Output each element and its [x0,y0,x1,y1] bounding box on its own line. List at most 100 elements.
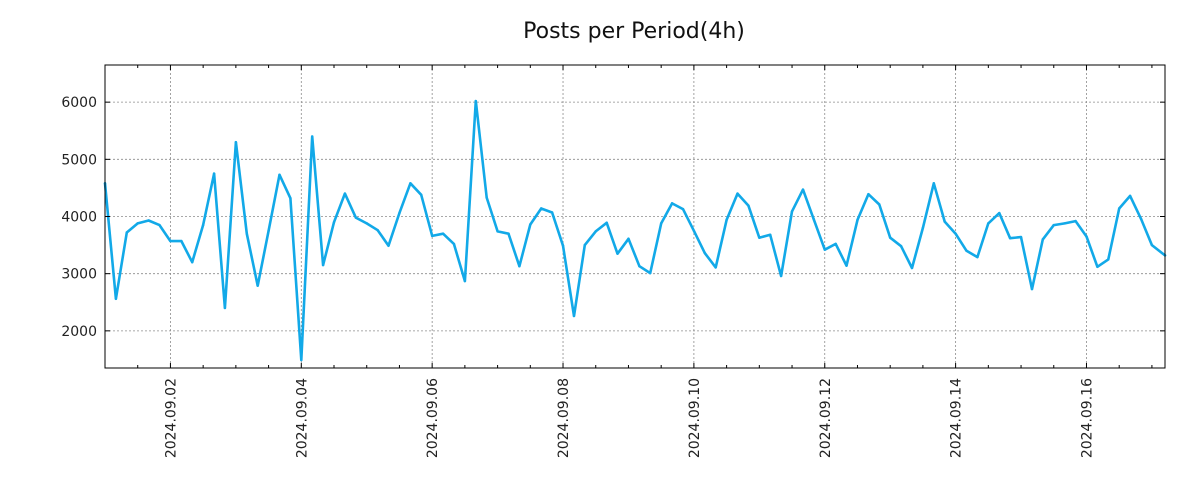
data-point [398,211,401,215]
data-point [321,263,325,267]
grid-layer [105,65,1165,368]
data-point [878,203,881,206]
data-point [703,251,707,255]
x-tick-label: 2024.09.02 [163,378,179,458]
y-tick-label: 6000 [61,95,97,111]
data-point [474,99,478,103]
data-point [594,230,597,233]
data-point [856,218,859,222]
data-point [289,197,292,200]
data-point [649,271,652,275]
data-point [670,202,674,205]
data-point [790,210,794,213]
data-point [1030,287,1034,291]
data-point [681,207,685,211]
data-point [278,173,281,176]
data-point [659,222,663,225]
data-point [888,236,892,239]
data-point [932,182,936,185]
data-point [1019,235,1023,239]
data-point [463,279,467,283]
data-point [616,252,619,255]
data-point [1085,235,1088,238]
data-point [976,255,979,259]
data-point [1041,238,1045,241]
data-point [387,244,390,247]
data-point [845,264,848,267]
data-point [779,274,783,278]
data-point [332,221,336,224]
data-point [605,221,608,224]
y-tick-label: 5000 [61,152,97,168]
data-point [256,284,259,287]
data-point [812,218,816,221]
data-point [420,193,423,196]
x-tick-label: 2024.09.12 [818,378,834,458]
data-point [1139,217,1143,220]
data-point [747,204,750,207]
data-point [365,222,368,225]
data-point [1128,194,1132,198]
data-point [692,229,696,232]
data-point [1008,237,1012,240]
data-point [518,265,521,268]
data-point [452,242,456,246]
data-point [1150,243,1154,247]
data-point [158,223,161,227]
data-point [1052,223,1055,227]
data-point [223,306,227,310]
data-point [245,232,248,235]
data-point [758,236,761,239]
data-point [409,182,412,185]
data-point [441,232,445,235]
data-point [965,249,968,253]
chart-title: Posts per Period(4h) [523,19,745,44]
data-point [180,239,183,243]
data-point [212,172,216,175]
axis-layer: 2000 3000 4000 5000 6000 2024.09.02 2024.09.04… [61,65,1165,458]
data-point [1074,219,1077,223]
data-point [801,188,805,191]
data-point [234,140,238,144]
data-point [910,266,914,270]
data-point [540,207,543,210]
y-tick-label: 2000 [61,324,97,340]
y-tick-label: 4000 [61,210,97,226]
x-tick-label: 2024.09.08 [556,378,572,458]
data-point [572,314,576,318]
data-point [343,192,347,195]
data-point [485,196,488,199]
data-point [311,135,314,138]
data-point [496,230,499,233]
data-point [954,232,957,235]
x-tick-label: 2024.09.04 [294,378,310,458]
data-point [529,223,532,226]
x-tick-label: 2024.09.16 [1079,378,1095,458]
x-tick-label: 2024.09.14 [949,378,965,458]
data-point [147,219,150,222]
data-point [201,223,205,227]
data-point [736,192,739,195]
data-point [114,297,118,301]
data-point [921,226,925,230]
data-point [998,211,1001,215]
series-line [103,99,1167,362]
data-point [1063,222,1066,225]
data-point [1107,258,1110,261]
x-tick-label: 2024.09.06 [425,378,441,458]
data-point [1096,265,1099,269]
data-point [638,265,641,268]
data-point [834,242,837,246]
data-point [823,248,826,251]
data-point [507,232,510,235]
data-point [899,245,903,248]
data-point [867,193,870,196]
data-point [769,233,772,236]
data-point [1117,207,1121,210]
data-point [125,231,128,234]
data-point [714,266,717,269]
y-tick-label: 3000 [61,267,97,283]
data-point [725,218,728,222]
x-tick-label: 2024.09.10 [687,378,703,458]
data-point [430,234,434,238]
